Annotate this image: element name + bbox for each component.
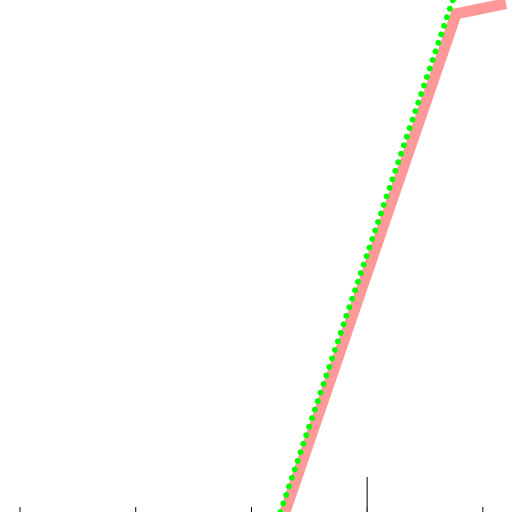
series-line-0 (279, 0, 508, 512)
series-line-1 (277, 0, 456, 512)
x-axis (19, 507, 484, 512)
series-group (277, 0, 508, 512)
